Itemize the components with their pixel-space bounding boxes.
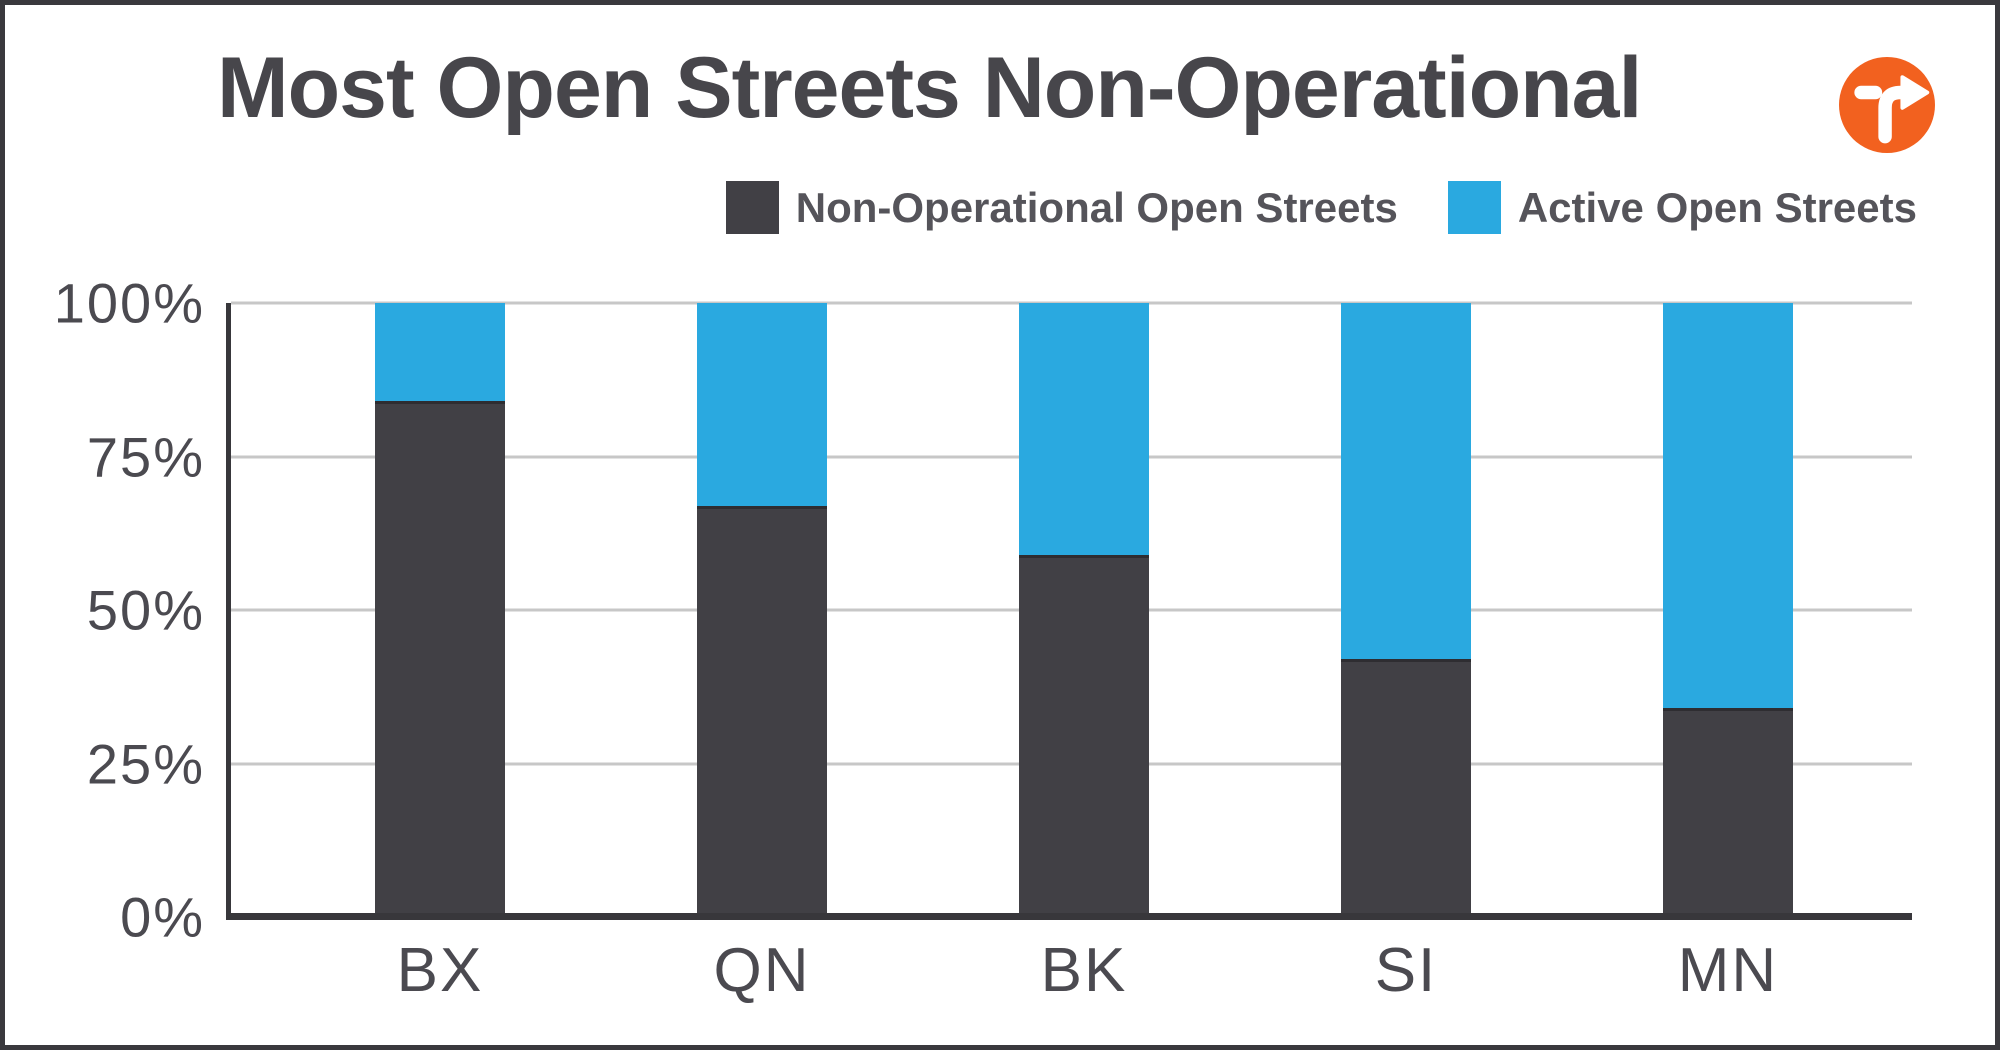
x-axis-label-si: SI xyxy=(1374,936,1438,1005)
y-axis-line xyxy=(226,303,231,920)
chart-title: Most Open Streets Non-Operational xyxy=(217,40,1642,136)
x-axis-label-qn: QN xyxy=(713,936,811,1005)
bar-qn xyxy=(697,303,827,917)
x-axis-labels: BX QN BK SI MN xyxy=(279,931,1889,1011)
legend-label-non-operational: Non-Operational Open Streets xyxy=(795,183,1398,231)
bars-group xyxy=(279,303,1889,917)
y-axis-tick-label: 75% xyxy=(86,425,205,488)
bar-bx-active-segment xyxy=(375,303,505,402)
bar-si-active-segment xyxy=(1341,303,1471,660)
legend-swatch-active-icon xyxy=(1447,181,1501,234)
bar-bx xyxy=(375,303,505,917)
bar-mn-active-segment xyxy=(1663,303,1793,709)
bar-bx-non-operational-segment xyxy=(375,401,505,917)
x-axis-label-bk: BK xyxy=(1040,936,1128,1005)
bar-bk-non-operational-segment xyxy=(1019,554,1149,917)
bar-bk-active-segment xyxy=(1019,303,1149,555)
bar-mn xyxy=(1663,303,1793,917)
legend-item-non-operational: Non-Operational Open Streets xyxy=(725,181,1398,234)
gridline xyxy=(231,301,1912,305)
y-axis-tick-label: 25% xyxy=(86,732,205,795)
y-axis-tick-label: 0% xyxy=(120,885,205,949)
bar-qn-active-segment xyxy=(697,303,827,506)
bar-qn-non-operational-segment xyxy=(697,505,827,917)
y-axis-tick-label: 100% xyxy=(53,271,205,335)
legend: Non-Operational Open Streets Active Open… xyxy=(5,181,1917,234)
bar-mn-non-operational-segment xyxy=(1663,708,1793,917)
x-axis-label-bx: BX xyxy=(396,936,484,1005)
plot-area xyxy=(226,301,1912,920)
y-axis-tick-label: 50% xyxy=(86,578,205,642)
legend-swatch-non-operational-icon xyxy=(725,181,779,234)
transportation-alternatives-logo-icon xyxy=(1839,57,1935,153)
bar-bk xyxy=(1019,303,1149,917)
bar-si xyxy=(1341,303,1471,917)
legend-item-active: Active Open Streets xyxy=(1447,181,1917,234)
x-axis-line xyxy=(226,913,1912,920)
bar-si-non-operational-segment xyxy=(1341,659,1471,917)
legend-label-active: Active Open Streets xyxy=(1517,183,1917,231)
y-axis-labels: 100% 75% 50% 25% 0% xyxy=(5,272,205,949)
x-axis-label-mn: MN xyxy=(1677,936,1779,1005)
